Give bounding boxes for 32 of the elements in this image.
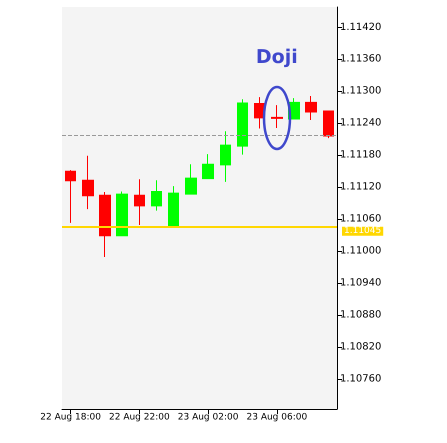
candlestick (134, 178, 145, 226)
y-tick-label: 1.11180 (340, 150, 382, 161)
candlestick (99, 192, 111, 258)
annotation: Doji (254, 46, 299, 68)
y-tick-label: 1.11240 (340, 118, 382, 129)
ref-line-label: 1.11045 (344, 226, 382, 236)
candlestick (202, 154, 214, 180)
y-tick-label: 1.10760 (340, 374, 382, 385)
x-tick-label: 23 Aug 06:00 (246, 412, 308, 422)
candlestick (82, 155, 94, 210)
candlestick (271, 104, 283, 129)
candlestick (220, 130, 231, 182)
candlestick (305, 96, 317, 121)
y-tick-label: 1.10820 (340, 342, 382, 353)
candlestick (65, 170, 76, 224)
y-tick-label: 1.11120 (340, 182, 382, 193)
y-tick-label: 1.11420 (340, 22, 382, 33)
candlestick (237, 98, 248, 156)
y-tick-label: 1.11000 (340, 246, 382, 257)
y-tick-label: 1.11300 (340, 86, 382, 97)
candlestick (185, 164, 197, 195)
candlestick (323, 110, 334, 139)
y-tick-label: 1.10880 (340, 310, 382, 321)
candlestick (168, 186, 179, 227)
x-tick-label: 22 Aug 22:00 (109, 412, 170, 422)
y-tick-label: 1.11360 (340, 54, 382, 65)
x-tick-label: 22 Aug 18:00 (40, 412, 102, 422)
candlestick (151, 180, 162, 212)
x-tick-label: 23 Aug 02:00 (178, 412, 239, 422)
y-tick-label: 1.10940 (340, 278, 382, 289)
y-tick-label: 1.11060 (340, 214, 382, 225)
candlestick (116, 190, 128, 236)
